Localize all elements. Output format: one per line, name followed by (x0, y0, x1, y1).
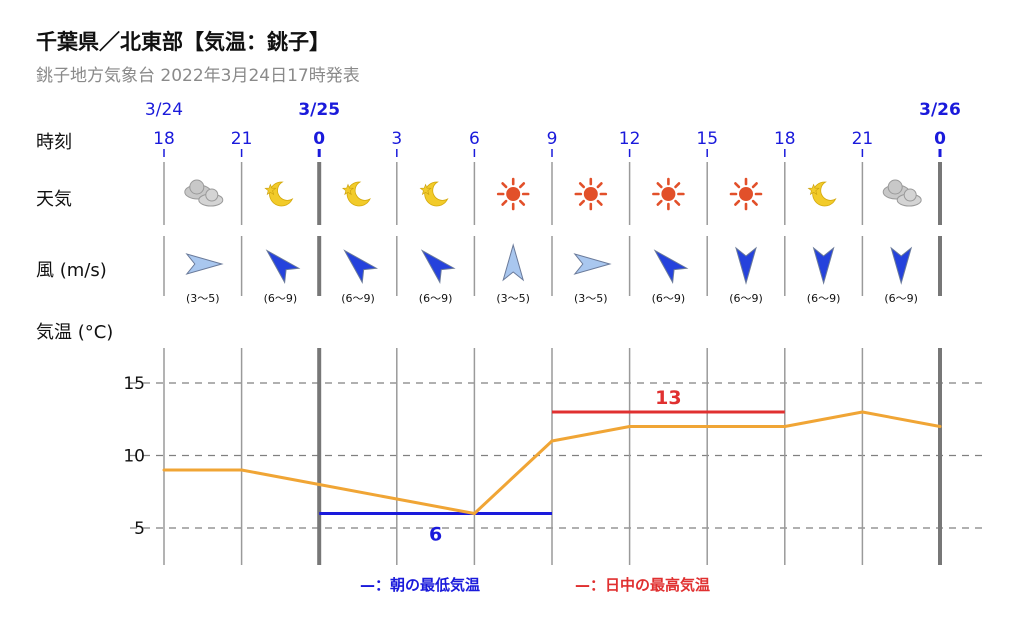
temperature-point (550, 439, 554, 443)
wind-speed-label: (3〜5) (186, 292, 220, 305)
date-label: 3/25 (298, 100, 340, 120)
sun-icon (652, 177, 685, 211)
temperature-point (472, 512, 476, 515)
legend-min-temp: —：朝の最低気温 (360, 576, 481, 594)
temperature-point (705, 425, 709, 428)
wind-arrow-icon (343, 249, 378, 284)
hour-label: 18 (153, 129, 175, 149)
cloud-icon (882, 179, 922, 207)
wind-speed-label: (6〜9) (419, 292, 453, 305)
temperature-point (783, 425, 787, 428)
wind-speed-label: (3〜5) (574, 292, 608, 305)
wind-speed-label: (6〜9) (652, 292, 686, 305)
wind-arrow-icon (653, 249, 689, 284)
min-temp-label: 6 (429, 524, 442, 546)
y-tick-label: 15 (123, 374, 145, 394)
wind-speed-label: (6〜9) (884, 292, 918, 305)
moon-icon (419, 181, 449, 207)
hour-label: 9 (547, 129, 558, 149)
hour-label: 12 (619, 129, 641, 149)
hour-label: 18 (774, 129, 796, 149)
wind-speed-label: (6〜9) (729, 292, 763, 305)
row-label-weather: 天気 (36, 189, 72, 210)
wind-arrow-icon (890, 246, 913, 285)
row-label-time: 時刻 (36, 132, 72, 153)
wind-arrow-icon (185, 253, 224, 275)
wind-arrow-icon (420, 249, 456, 284)
temperature-point (162, 468, 166, 472)
moon-icon (264, 181, 294, 207)
y-tick-label: 10 (123, 447, 145, 467)
wind-arrow-icon (812, 246, 835, 285)
temperature-point (860, 410, 864, 414)
date-label: 3/26 (919, 100, 961, 120)
cloud-icon (184, 179, 224, 207)
temperature-point (240, 468, 244, 472)
moon-icon (341, 181, 371, 207)
row-label-temp: 気温 (°C) (36, 322, 113, 343)
max-temp-label: 13 (655, 387, 681, 409)
sun-icon (729, 177, 763, 211)
wind-speed-label: (6〜9) (807, 292, 841, 305)
hour-label: 6 (469, 129, 480, 149)
wind-speed-label: (6〜9) (341, 292, 375, 305)
legend-max-temp: —：日中の最高気温 (575, 576, 711, 594)
hour-label: 21 (231, 129, 253, 149)
row-label-wind: 風 (m/s) (36, 260, 107, 281)
y-tick-label: 5 (134, 519, 145, 539)
wind-arrow-icon (265, 249, 301, 284)
temperature-point (395, 497, 399, 501)
wind-arrow-icon (573, 253, 612, 275)
hour-label: 0 (313, 129, 325, 149)
date-label: 3/24 (145, 100, 183, 120)
wind-speed-label: (6〜9) (264, 292, 298, 305)
wind-arrow-icon (735, 246, 757, 285)
sun-icon (574, 177, 608, 211)
moon-icon (807, 181, 837, 207)
hour-label: 0 (934, 129, 946, 149)
hour-label: 21 (852, 129, 874, 149)
hour-label: 3 (391, 129, 402, 149)
temperature-point (938, 425, 942, 428)
wind-arrow-icon (502, 243, 525, 282)
temperature-point (628, 425, 632, 428)
page-subtitle: 銚子地方気象台 2022年3月24日17時発表 (36, 66, 360, 86)
wind-speed-label: (3〜5) (496, 292, 530, 305)
hour-label: 15 (696, 129, 718, 149)
page-title: 千葉県／北東部【気温：銚子】 (36, 30, 330, 54)
temperature-point (317, 483, 321, 486)
sun-icon (496, 177, 530, 211)
